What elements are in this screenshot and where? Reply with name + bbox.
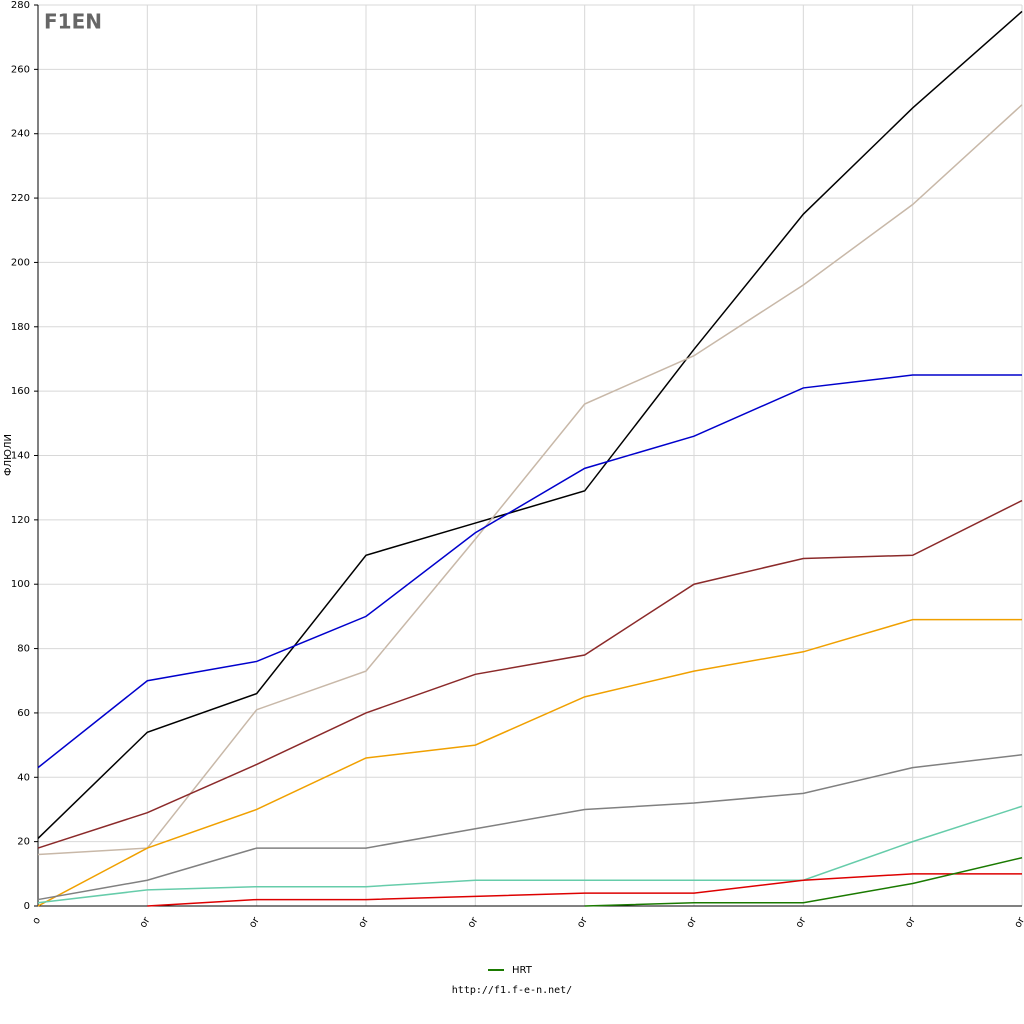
y-tick-label: 80 bbox=[17, 644, 30, 655]
legend-label: HRT bbox=[512, 965, 533, 976]
y-tick-label: 140 bbox=[11, 451, 30, 462]
logo-text: F1EN bbox=[44, 10, 102, 34]
y-tick-label: 20 bbox=[17, 837, 30, 848]
x-tick-label: o bbox=[31, 916, 44, 927]
logo-box bbox=[48, 10, 98, 35]
y-tick-label: 0 bbox=[24, 901, 30, 912]
series-line bbox=[37, 754, 1023, 901]
y-tick-label: 160 bbox=[11, 386, 30, 397]
x-tick-label: or bbox=[794, 915, 809, 930]
x-tick-label: or bbox=[1013, 915, 1024, 930]
series-line bbox=[37, 618, 1022, 907]
series-line bbox=[37, 499, 1023, 849]
y-tick-label: 120 bbox=[11, 515, 30, 526]
y-tick-label: 240 bbox=[11, 129, 30, 140]
x-tick-label: or bbox=[685, 915, 700, 930]
x-tick-label: or bbox=[466, 915, 481, 930]
series-line bbox=[37, 805, 1023, 904]
series-line bbox=[37, 104, 1023, 856]
y-tick-label: 260 bbox=[11, 64, 30, 75]
y-tick-label: 40 bbox=[17, 772, 30, 783]
x-tick-label: or bbox=[357, 915, 372, 930]
y-tick-label: 100 bbox=[11, 579, 30, 590]
series-line bbox=[37, 10, 1023, 839]
y-tick-label: 280 bbox=[11, 0, 30, 11]
footer: http://f1.f-e-n.net/ bbox=[452, 985, 572, 996]
y-tick-label: 200 bbox=[11, 257, 30, 268]
series-line bbox=[584, 857, 1023, 907]
x-tick-label: or bbox=[575, 915, 590, 930]
y-axis-label: ФЛЮЛИ bbox=[3, 434, 14, 476]
x-tick-label: or bbox=[138, 915, 153, 930]
y-tick-label: 60 bbox=[17, 708, 30, 719]
y-tick-label: 180 bbox=[11, 322, 30, 333]
logo: F1EN bbox=[44, 10, 102, 35]
y-tick-label: 220 bbox=[11, 193, 30, 204]
x-tick-label: or bbox=[903, 915, 918, 930]
series-line bbox=[147, 873, 1022, 907]
series-line bbox=[37, 374, 1022, 769]
x-tick-label: or bbox=[247, 915, 262, 930]
